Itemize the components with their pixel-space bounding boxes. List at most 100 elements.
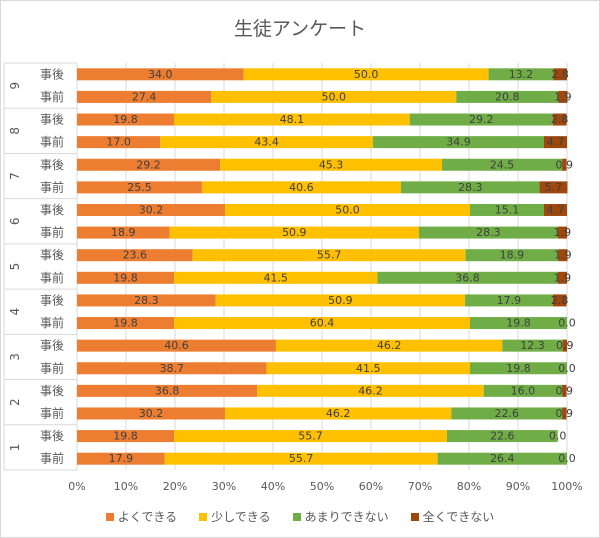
data-label: 0.9 [556, 384, 574, 397]
bar-segment [192, 249, 466, 262]
group-label: 3 [8, 353, 22, 361]
data-label: 19.8 [113, 430, 138, 443]
category-label: 事後 [40, 113, 64, 127]
group-label: 6 [8, 217, 22, 225]
x-tick-label: 0% [68, 480, 85, 493]
category-label: 事前 [40, 89, 64, 104]
category-label: 事前 [40, 315, 64, 330]
data-label: 19.8 [506, 317, 531, 330]
data-label: 24.5 [490, 158, 515, 171]
category-label: 事前 [40, 179, 64, 194]
bar-segment [562, 339, 567, 352]
data-label: 46.2 [358, 384, 383, 397]
data-label: 1.9 [554, 90, 572, 103]
legend-swatch [105, 512, 114, 521]
bar-segment [562, 407, 567, 420]
data-label: 2.8 [551, 294, 569, 307]
data-label: 29.2 [469, 113, 494, 126]
bar-segment [77, 339, 276, 352]
data-label: 19.8 [113, 271, 138, 284]
data-label: 22.6 [490, 430, 515, 443]
data-label: 34.0 [148, 68, 173, 81]
legend-item: 全くできない [410, 508, 495, 525]
data-label: 55.7 [317, 249, 342, 262]
bar-segment [419, 226, 558, 239]
data-label: 0.9 [556, 407, 574, 420]
bar-segment [442, 158, 563, 171]
bar-segment [77, 407, 225, 420]
group-label: 7 [8, 172, 22, 180]
data-label: 19.8 [113, 113, 138, 126]
data-label: 1.9 [554, 226, 572, 239]
data-label: 12.3 [520, 339, 545, 352]
data-label: 36.8 [455, 271, 480, 284]
bar-segment [77, 362, 267, 375]
data-label: 40.6 [164, 339, 189, 352]
bar-segment [77, 136, 161, 149]
legend-swatch [410, 512, 419, 521]
bar-segment [377, 271, 558, 284]
data-label: 28.3 [458, 181, 483, 194]
bar-segment [77, 181, 202, 194]
bar-segment [215, 294, 466, 307]
bar-segment [557, 226, 567, 239]
legend-label: よくできる [117, 510, 178, 524]
bar-segment [562, 158, 567, 171]
bar-segment [77, 203, 225, 216]
bar-segment [220, 158, 443, 171]
bar-segment [174, 317, 470, 330]
data-label: 18.9 [111, 226, 136, 239]
data-label: 48.1 [280, 113, 305, 126]
data-label: 50.0 [354, 68, 379, 81]
data-label: 29.2 [136, 158, 161, 171]
bar-segment [77, 294, 216, 307]
data-label: 50.0 [335, 203, 360, 216]
category-label: 事後 [40, 384, 64, 398]
bar-segment [400, 181, 540, 194]
data-label: 27.4 [132, 90, 157, 103]
data-label: 55.7 [298, 430, 323, 443]
data-label: 16.0 [511, 384, 536, 397]
x-tick-label: 30% [212, 480, 236, 493]
bar-segment [502, 339, 563, 352]
data-label: 25.5 [127, 181, 152, 194]
bar-segment [552, 294, 567, 307]
category-label: 事後 [40, 203, 64, 217]
bar-segment [465, 294, 553, 307]
data-label: 30.2 [139, 407, 164, 420]
legend-label: 全くできない [422, 510, 495, 524]
data-label: 2.8 [551, 68, 569, 81]
data-label: 0.0 [558, 362, 576, 375]
bar-segment [553, 68, 567, 81]
bar-segment [77, 68, 244, 81]
data-label: 36.8 [155, 384, 180, 397]
data-label: 0.9 [556, 339, 574, 352]
bar-segment [77, 113, 175, 126]
data-label: 0.0 [558, 317, 576, 330]
data-label: 17.0 [106, 136, 131, 149]
bar-segment [174, 271, 378, 284]
category-label: 事後 [40, 339, 64, 353]
x-tick-label: 60% [359, 480, 383, 493]
legend-item: 少しできる [199, 508, 271, 525]
x-tick-label: 80% [457, 480, 481, 493]
bar-segment [451, 407, 563, 420]
category-label: 事前 [40, 405, 64, 420]
data-label: 17.9 [497, 294, 522, 307]
bar-segment [211, 90, 457, 103]
chart-title: 生徒アンケート [233, 18, 367, 40]
data-label: 46.2 [326, 407, 351, 420]
data-label: 19.8 [113, 317, 138, 330]
bar-segment [469, 362, 567, 375]
bar-segment [77, 271, 175, 284]
bar-segment [77, 249, 193, 262]
data-label: 28.3 [476, 226, 501, 239]
bar-segment [174, 113, 410, 126]
data-label: 23.6 [123, 249, 148, 262]
bar-segment [465, 249, 559, 262]
bar-segment [77, 158, 221, 171]
legend-swatch [292, 512, 301, 521]
group-label: 5 [8, 263, 22, 271]
bar-segment [558, 249, 568, 262]
